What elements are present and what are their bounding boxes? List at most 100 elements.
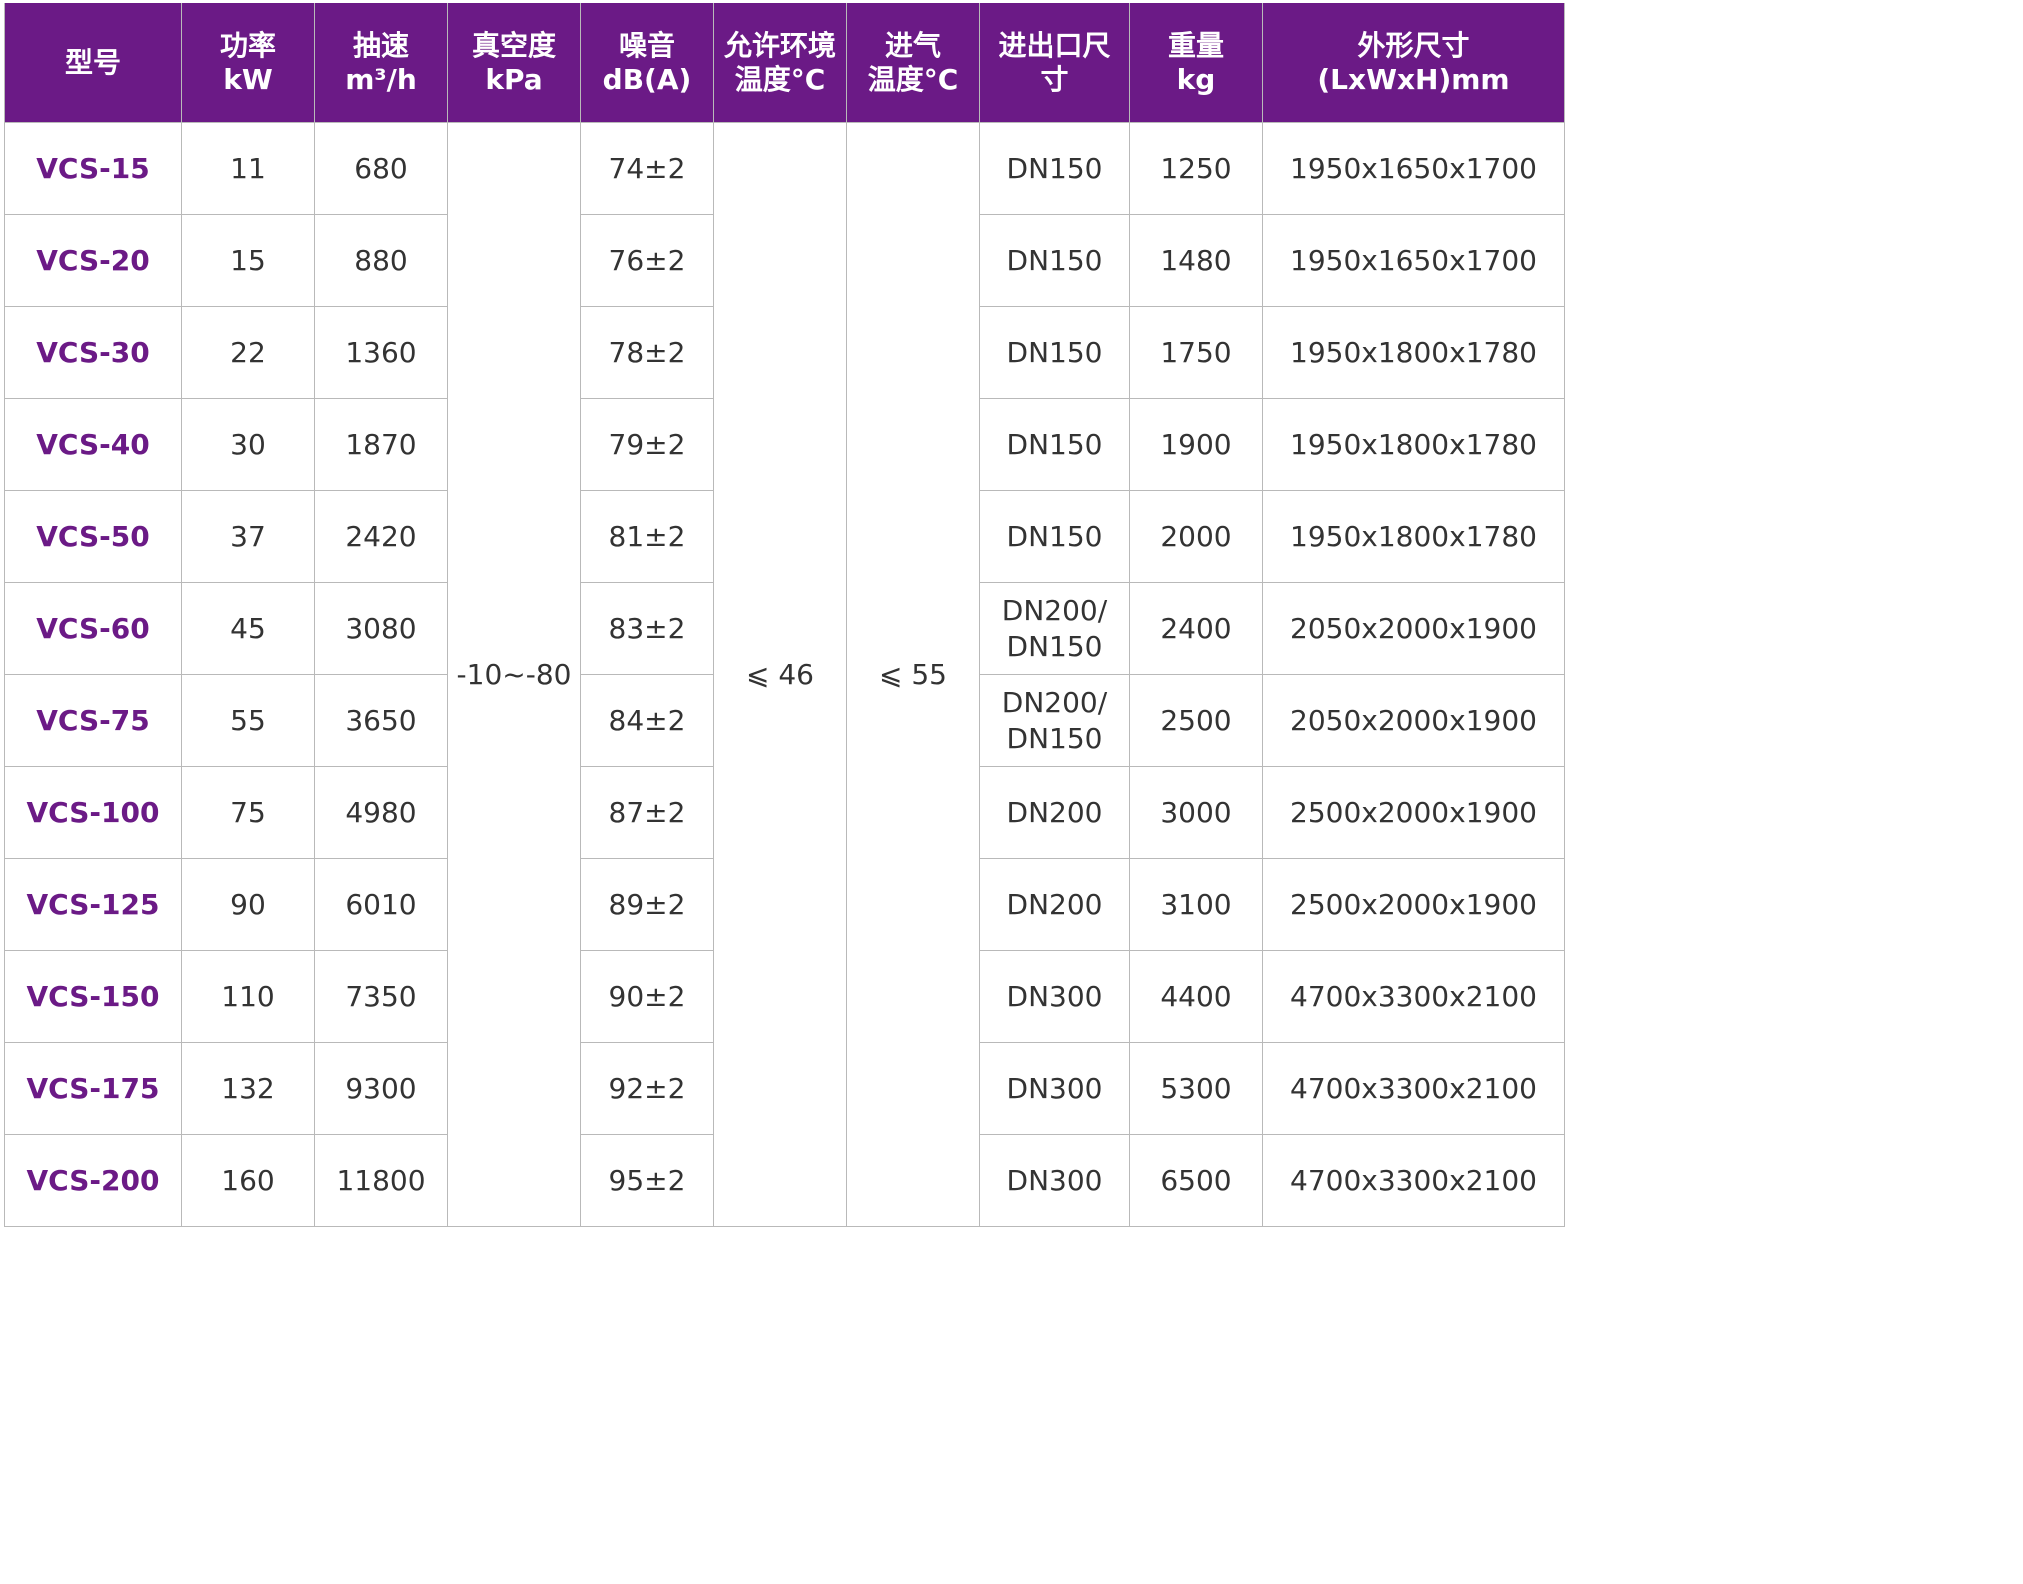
port-size-cell: DN200 xyxy=(979,858,1130,951)
noise-cell: 78±2 xyxy=(580,306,714,399)
weight-cell: 1750 xyxy=(1129,306,1263,399)
model-cell: VCS-50 xyxy=(4,490,182,583)
power-cell: 15 xyxy=(181,214,315,307)
port-size-cell: DN200/ DN150 xyxy=(979,674,1130,767)
port-size-cell: DN300 xyxy=(979,1134,1130,1227)
power-cell: 55 xyxy=(181,674,315,767)
model-cell: VCS-175 xyxy=(4,1042,182,1135)
pump-speed-cell: 1870 xyxy=(314,398,448,491)
noise-cell: 81±2 xyxy=(580,490,714,583)
weight-cell: 2500 xyxy=(1129,674,1263,767)
power-cell: 90 xyxy=(181,858,315,951)
table-row: VCS-150 110 7350 90±2 DN300 4400 4700x3300x210… xyxy=(4,950,1565,1043)
dimensions-cell: 4700x3300x2100 xyxy=(1262,950,1565,1043)
table-row: VCS-30 22 1360 78±2 DN150 1750 1950x1800x1780 xyxy=(4,306,1565,399)
pump-speed-cell: 9300 xyxy=(314,1042,448,1135)
weight-cell: 1900 xyxy=(1129,398,1263,491)
weight-cell: 2000 xyxy=(1129,490,1263,583)
power-cell: 75 xyxy=(181,766,315,859)
ambient-temp-cell: ⩽ 46 xyxy=(713,122,847,1227)
dimensions-cell: 2050x2000x1900 xyxy=(1262,674,1565,767)
table-row: VCS-200 160 11800 95±2 DN300 6500 4700x3300x21… xyxy=(4,1134,1565,1227)
model-cell: VCS-100 xyxy=(4,766,182,859)
pump-speed-cell: 4980 xyxy=(314,766,448,859)
pump-speed-cell: 880 xyxy=(314,214,448,307)
table-row: VCS-15 11 680 -10~-80 74±2 ⩽ 46 ⩽ 55 DN150 1250 1… xyxy=(4,122,1565,1227)
power-cell: 11 xyxy=(181,122,315,215)
power-cell: 45 xyxy=(181,582,315,675)
noise-cell: 74±2 xyxy=(580,122,714,215)
model-cell: VCS-150 xyxy=(4,950,182,1043)
port-size-cell: DN300 xyxy=(979,1042,1130,1135)
dimensions-cell: 1950x1650x1700 xyxy=(1262,122,1565,215)
header-noise: 噪音 dB(A) xyxy=(580,3,714,123)
dimensions-cell: 1950x1650x1700 xyxy=(1262,214,1565,307)
table-row: VCS-175 132 9300 92±2 DN300 5300 4700x3300x210… xyxy=(4,1042,1565,1135)
inlet-temp-cell: ⩽ 55 xyxy=(846,122,980,1227)
pump-speed-cell: 11800 xyxy=(314,1134,448,1227)
table-row: VCS-100 75 4980 87±2 DN200 3000 2500x2000x1900 xyxy=(4,766,1565,859)
spec-table: 型号 功率 kW 抽速 m³/h 真空度 kPa 噪音 dB(A) 允许环境 温… xyxy=(4,3,1565,1227)
noise-cell: 76±2 xyxy=(580,214,714,307)
power-cell: 37 xyxy=(181,490,315,583)
weight-cell: 2400 xyxy=(1129,582,1263,675)
header-weight: 重量 kg xyxy=(1129,3,1263,123)
dimensions-cell: 2500x2000x1900 xyxy=(1262,858,1565,951)
model-cell: VCS-15 xyxy=(4,122,182,215)
noise-cell: 83±2 xyxy=(580,582,714,675)
weight-cell: 3000 xyxy=(1129,766,1263,859)
pump-speed-cell: 7350 xyxy=(314,950,448,1043)
weight-cell: 3100 xyxy=(1129,858,1263,951)
dimensions-cell: 2050x2000x1900 xyxy=(1262,582,1565,675)
model-cell: VCS-125 xyxy=(4,858,182,951)
model-cell: VCS-40 xyxy=(4,398,182,491)
header-port-size: 进出口尺 寸 xyxy=(979,3,1130,123)
power-cell: 30 xyxy=(181,398,315,491)
noise-cell: 89±2 xyxy=(580,858,714,951)
header-pump-speed: 抽速 m³/h xyxy=(314,3,448,123)
noise-cell: 90±2 xyxy=(580,950,714,1043)
port-size-cell: DN200/ DN150 xyxy=(979,582,1130,675)
port-size-cell: DN200 xyxy=(979,766,1130,859)
table-row: VCS-40 30 1870 79±2 DN150 1900 1950x1800x1780 xyxy=(4,398,1565,491)
pump-speed-cell: 6010 xyxy=(314,858,448,951)
noise-cell: 92±2 xyxy=(580,1042,714,1135)
pump-speed-cell: 1360 xyxy=(314,306,448,399)
port-size-cell: DN150 xyxy=(979,490,1130,583)
pump-speed-cell: 680 xyxy=(314,122,448,215)
model-cell: VCS-20 xyxy=(4,214,182,307)
header-model: 型号 xyxy=(4,3,182,123)
noise-cell: 84±2 xyxy=(580,674,714,767)
noise-cell: 87±2 xyxy=(580,766,714,859)
dimensions-cell: 2500x2000x1900 xyxy=(1262,766,1565,859)
power-cell: 132 xyxy=(181,1042,315,1135)
table-row: VCS-50 37 2420 81±2 DN150 2000 1950x1800x1780 xyxy=(4,490,1565,583)
header-power: 功率 kW xyxy=(181,3,315,123)
port-size-cell: DN300 xyxy=(979,950,1130,1043)
dimensions-cell: 4700x3300x2100 xyxy=(1262,1134,1565,1227)
noise-cell: 95±2 xyxy=(580,1134,714,1227)
table-row: VCS-75 55 3650 84±2 DN200/ DN150 2500 2050x200… xyxy=(4,674,1565,767)
pump-speed-cell: 3650 xyxy=(314,674,448,767)
header-dimensions: 外形尺寸 (LxWxH)mm xyxy=(1262,3,1565,123)
power-cell: 160 xyxy=(181,1134,315,1227)
model-cell: VCS-60 xyxy=(4,582,182,675)
model-cell: VCS-75 xyxy=(4,674,182,767)
model-cell: VCS-200 xyxy=(4,1134,182,1227)
dimensions-cell: 1950x1800x1780 xyxy=(1262,398,1565,491)
weight-cell: 6500 xyxy=(1129,1134,1263,1227)
port-size-cell: DN150 xyxy=(979,214,1130,307)
noise-cell: 79±2 xyxy=(580,398,714,491)
header-vacuum: 真空度 kPa xyxy=(447,3,581,123)
weight-cell: 4400 xyxy=(1129,950,1263,1043)
pump-speed-cell: 2420 xyxy=(314,490,448,583)
power-cell: 22 xyxy=(181,306,315,399)
table-row: VCS-125 90 6010 89±2 DN200 3100 2500x2000x1900 xyxy=(4,858,1565,951)
vacuum-cell: -10~-80 xyxy=(447,122,581,1227)
weight-cell: 1480 xyxy=(1129,214,1263,307)
dimensions-cell: 1950x1800x1780 xyxy=(1262,490,1565,583)
port-size-cell: DN150 xyxy=(979,398,1130,491)
port-size-cell: DN150 xyxy=(979,122,1130,215)
model-cell: VCS-30 xyxy=(4,306,182,399)
header-ambient-temp: 允许环境 温度°C xyxy=(713,3,847,123)
